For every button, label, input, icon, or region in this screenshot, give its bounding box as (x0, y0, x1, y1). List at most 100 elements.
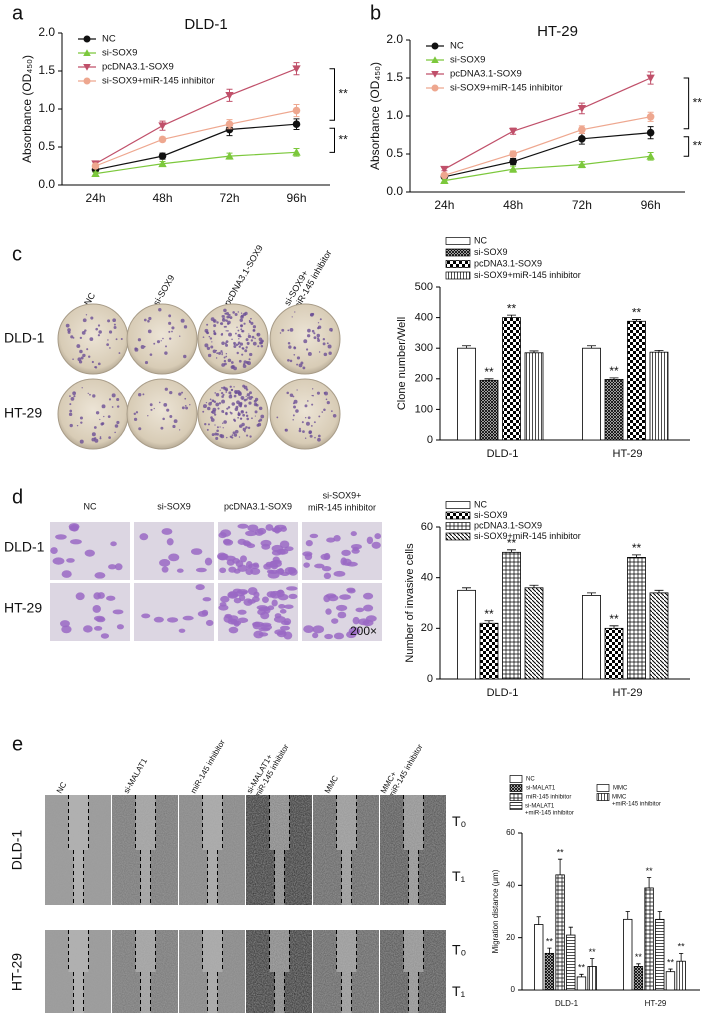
bar (457, 589, 476, 680)
colony (239, 318, 243, 322)
colony (204, 328, 209, 333)
bar (502, 551, 521, 680)
cell (350, 543, 362, 550)
legend-label: NC (474, 235, 487, 245)
significance-label: ** (667, 957, 675, 967)
colony (318, 351, 321, 353)
cell (242, 540, 251, 546)
colony (222, 427, 224, 429)
colony (94, 438, 99, 443)
wound-gap (140, 850, 151, 905)
y-tick-label: 60 (506, 828, 515, 837)
colony (304, 437, 307, 440)
image-row-label: DLD-1 (4, 539, 45, 555)
significance-bracket (683, 136, 690, 157)
colony-dish (126, 378, 198, 450)
cell (50, 547, 58, 555)
cell (239, 555, 247, 563)
colony (202, 404, 207, 409)
bar (655, 918, 665, 991)
marker (158, 135, 167, 144)
colony (115, 338, 118, 341)
legend-label: NC (526, 777, 535, 783)
cell (60, 620, 70, 628)
colony (241, 353, 244, 356)
colony (239, 324, 244, 328)
colony (225, 343, 229, 347)
legend-swatch (509, 802, 523, 810)
significance-label: ** (339, 132, 349, 146)
colony (208, 335, 211, 338)
colony (221, 314, 225, 318)
colony (249, 352, 253, 357)
cell (245, 568, 254, 576)
colony (149, 353, 153, 356)
colony (243, 398, 247, 402)
cell (205, 619, 214, 626)
colony (76, 344, 81, 348)
colony (70, 397, 75, 401)
colony (221, 341, 225, 346)
colony (326, 401, 330, 405)
bar (582, 347, 601, 441)
colony (213, 324, 217, 328)
error-bar (507, 549, 516, 553)
colony (236, 390, 241, 394)
panel-letter: d (12, 486, 23, 508)
cell (331, 618, 339, 624)
colony (215, 392, 220, 397)
colony (95, 327, 99, 331)
error-bar (609, 377, 619, 380)
colony (184, 397, 187, 400)
colony (233, 366, 237, 371)
colony (233, 433, 238, 437)
error-bar (529, 350, 539, 353)
series-line (95, 123, 297, 171)
image-row-label: DLD-1 (4, 330, 45, 346)
colony (231, 402, 236, 406)
significance-label: ** (632, 306, 642, 320)
colony (217, 407, 220, 410)
colony (236, 351, 239, 355)
colony (311, 394, 313, 397)
colony (294, 311, 296, 313)
x-tick-label: 24h (85, 191, 105, 205)
cell (257, 609, 266, 616)
colony (245, 346, 248, 349)
colony-dish (269, 378, 341, 450)
colony (256, 332, 261, 337)
colony (257, 345, 260, 348)
colony (281, 328, 285, 332)
colony (241, 329, 245, 333)
colony (317, 326, 320, 330)
image-column-label: miR-145 inhibitor (308, 502, 376, 512)
colony (242, 413, 246, 417)
y-tick-label: 0.5 (386, 146, 403, 160)
colony (317, 322, 320, 324)
colony (220, 391, 224, 395)
wound-gap (274, 972, 285, 1013)
cell (323, 572, 332, 580)
colony (225, 391, 228, 393)
cell (83, 625, 93, 633)
error-bar (507, 314, 516, 318)
colony (213, 319, 216, 322)
x-tick-label: 72h (219, 191, 239, 205)
cell (286, 586, 298, 591)
colony (249, 391, 252, 395)
colony (216, 433, 219, 436)
colony (107, 319, 111, 323)
error-bar (462, 587, 471, 591)
colony (133, 412, 136, 416)
colony (313, 332, 316, 335)
colony (143, 318, 147, 322)
colony (88, 355, 91, 358)
colony (312, 394, 314, 397)
y-tick-label: 1.5 (38, 63, 55, 77)
colony (240, 396, 245, 400)
colony (251, 417, 253, 420)
colony (148, 316, 152, 321)
colony (298, 363, 303, 368)
colony (238, 345, 241, 348)
